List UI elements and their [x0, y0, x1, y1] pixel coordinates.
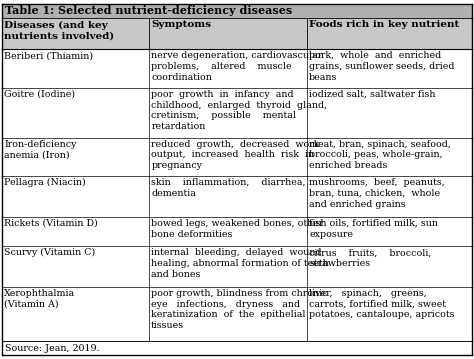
Bar [2, 246, 472, 287]
Bar [2, 88, 472, 137]
Text: liver,   spinach,   greens,
carrots, fortified milk, sweet
potatoes, cantaloupe,: liver, spinach, greens, carrots, fortifi… [309, 289, 455, 320]
Text: Pellagra (Niacin): Pellagra (Niacin) [4, 178, 86, 187]
Text: iodized salt, saltwater fish: iodized salt, saltwater fish [309, 90, 436, 99]
Text: Goitre (Iodine): Goitre (Iodine) [4, 90, 75, 99]
Text: Diseases (and key
nutrients involved): Diseases (and key nutrients involved) [4, 20, 115, 40]
Text: poor growth, blindness from chronic
eye   infections,   dryness   and
keratiniza: poor growth, blindness from chronic eye … [151, 289, 328, 330]
Text: fish oils, fortified milk, sun
exposure: fish oils, fortified milk, sun exposure [309, 219, 438, 239]
Text: citrus    fruits,    broccoli,
strawberries: citrus fruits, broccoli, strawberries [309, 248, 431, 268]
Text: nerve degeneration, cardiovascular
problems,    altered    muscle
coordination: nerve degeneration, cardiovascular probl… [151, 51, 322, 82]
Text: Source: Jean, 2019.: Source: Jean, 2019. [5, 344, 100, 353]
Bar [2, 18, 472, 49]
Text: poor  growth  in  infancy  and
childhood,  enlarged  thyroid  gland,
cretinism, : poor growth in infancy and childhood, en… [151, 90, 328, 131]
Text: meat, bran, spinach, seafood,
broccoli, peas, whole-grain,
enriched breads: meat, bran, spinach, seafood, broccoli, … [309, 140, 451, 170]
Text: Symptoms: Symptoms [151, 20, 211, 29]
Text: Xerophthalmia
(Vitamin A): Xerophthalmia (Vitamin A) [4, 289, 75, 309]
Text: internal  bleeding,  delayed  wound
healing, abnormal formation of teeth
and bon: internal bleeding, delayed wound healing… [151, 248, 329, 279]
Bar [2, 287, 472, 341]
Text: Iron-deficiency
anemia (Iron): Iron-deficiency anemia (Iron) [4, 140, 77, 159]
Bar [2, 4, 472, 18]
Text: Rickets (Vitamin D): Rickets (Vitamin D) [4, 219, 98, 228]
Text: pork,  whole  and  enriched
grains, sunflower seeds, dried
beans: pork, whole and enriched grains, sunflow… [309, 51, 455, 82]
Bar [2, 341, 472, 355]
Bar [2, 137, 472, 176]
Text: reduced  growth,  decreased  work
output,  increased  health  risk  in
pregnancy: reduced growth, decreased work output, i… [151, 140, 319, 170]
Bar [2, 176, 472, 217]
Text: mushrooms,  beef,  peanuts,
bran, tuna, chicken,  whole
and enriched grains: mushrooms, beef, peanuts, bran, tuna, ch… [309, 178, 445, 209]
Text: Foods rich in key nutrient: Foods rich in key nutrient [309, 20, 459, 29]
Text: Scurvy (Vitamin C): Scurvy (Vitamin C) [4, 248, 96, 257]
Text: bowed legs, weakened bones, other
bone deformities: bowed legs, weakened bones, other bone d… [151, 219, 324, 239]
Bar [2, 217, 472, 246]
Bar [2, 49, 472, 88]
Text: skin    inflammation,    diarrhea,
dementia: skin inflammation, diarrhea, dementia [151, 178, 306, 198]
Text: Table 1: Selected nutrient-deficiency diseases: Table 1: Selected nutrient-deficiency di… [5, 5, 292, 17]
Text: Beriberi (Thiamin): Beriberi (Thiamin) [4, 51, 93, 60]
